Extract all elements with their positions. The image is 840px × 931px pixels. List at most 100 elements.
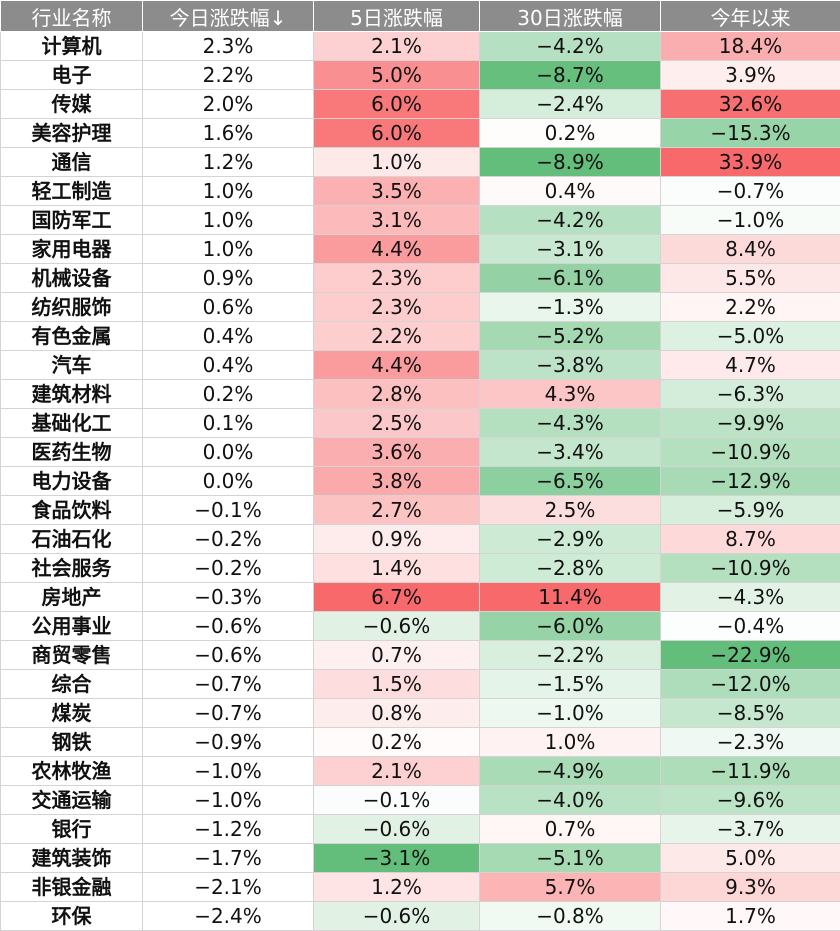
30day-change-cell: −1.5% (480, 670, 661, 699)
5day-change-cell: 6.7% (314, 583, 480, 612)
industry-name-cell: 煤炭 (1, 699, 143, 728)
table-row: 房地产−0.3%6.7%11.4%−4.3% (1, 583, 840, 612)
30day-change-cell: 4.3% (480, 380, 661, 409)
ytd-change-cell: −8.5% (661, 699, 840, 728)
industry-name-cell: 纺织服饰 (1, 293, 143, 322)
5day-change-cell: 2.1% (314, 757, 480, 786)
today-change-cell: −0.2% (143, 525, 314, 554)
industry-name-cell: 医药生物 (1, 438, 143, 467)
5day-change-cell: 6.0% (314, 90, 480, 119)
5day-change-cell: 2.5% (314, 409, 480, 438)
today-change-cell: 0.0% (143, 467, 314, 496)
industry-name-cell: 社会服务 (1, 554, 143, 583)
5day-change-cell: 2.3% (314, 293, 480, 322)
ytd-change-cell: −12.0% (661, 670, 840, 699)
industry-name-cell: 环保 (1, 902, 143, 931)
30day-change-cell: 0.4% (480, 177, 661, 206)
5day-change-cell: 0.9% (314, 525, 480, 554)
30day-change-cell: −8.7% (480, 61, 661, 90)
5day-change-cell: 3.8% (314, 467, 480, 496)
column-header-industry-name: 行业名称 (1, 1, 143, 32)
ytd-change-cell: −9.6% (661, 786, 840, 815)
industry-name-cell: 汽车 (1, 351, 143, 380)
ytd-change-cell: 5.5% (661, 264, 840, 293)
today-change-cell: 1.0% (143, 177, 314, 206)
30day-change-cell: 0.2% (480, 119, 661, 148)
ytd-change-cell: 8.4% (661, 235, 840, 264)
ytd-change-cell: −0.4% (661, 612, 840, 641)
ytd-change-cell: 33.9% (661, 148, 840, 177)
30day-change-cell: −1.3% (480, 293, 661, 322)
today-change-cell: 2.2% (143, 61, 314, 90)
industry-name-cell: 农林牧渔 (1, 757, 143, 786)
table-row: 钢铁−0.9%0.2%1.0%−2.3% (1, 728, 840, 757)
ytd-change-cell: −2.3% (661, 728, 840, 757)
industry-name-cell: 公用事业 (1, 612, 143, 641)
today-change-cell: −0.7% (143, 699, 314, 728)
5day-change-cell: −0.6% (314, 815, 480, 844)
today-change-cell: −0.3% (143, 583, 314, 612)
today-change-cell: −1.0% (143, 757, 314, 786)
today-change-cell: −0.7% (143, 670, 314, 699)
ytd-change-cell: 4.7% (661, 351, 840, 380)
ytd-change-cell: −0.7% (661, 177, 840, 206)
30day-change-cell: −4.2% (480, 206, 661, 235)
table-row: 环保−2.4%−0.6%−0.8%1.7% (1, 902, 840, 931)
today-change-cell: 1.2% (143, 148, 314, 177)
column-header-5day-change[interactable]: 5日涨跌幅 (314, 1, 480, 32)
5day-change-cell: 0.8% (314, 699, 480, 728)
industry-name-cell: 通信 (1, 148, 143, 177)
industry-name-cell: 美容护理 (1, 119, 143, 148)
30day-change-cell: 11.4% (480, 583, 661, 612)
ytd-change-cell: −10.9% (661, 554, 840, 583)
table-row: 食品饮料−0.1%2.7%2.5%−5.9% (1, 496, 840, 525)
ytd-change-cell: −1.0% (661, 206, 840, 235)
30day-change-cell: −0.8% (480, 902, 661, 931)
industry-name-cell: 建筑材料 (1, 380, 143, 409)
header-row: 行业名称 今日涨跌幅↓ 5日涨跌幅 30日涨跌幅 今年以来 (1, 1, 840, 32)
ytd-change-cell: −5.9% (661, 496, 840, 525)
table-row: 交通运输−1.0%−0.1%−4.0%−9.6% (1, 786, 840, 815)
today-change-cell: 0.9% (143, 264, 314, 293)
ytd-change-cell: −15.3% (661, 119, 840, 148)
today-change-cell: 0.6% (143, 293, 314, 322)
today-change-cell: 0.0% (143, 438, 314, 467)
5day-change-cell: 2.7% (314, 496, 480, 525)
today-change-cell: 2.3% (143, 32, 314, 61)
industry-name-cell: 基础化工 (1, 409, 143, 438)
30day-change-cell: 1.0% (480, 728, 661, 757)
today-change-cell: 2.0% (143, 90, 314, 119)
30day-change-cell: −8.9% (480, 148, 661, 177)
30day-change-cell: −5.2% (480, 322, 661, 351)
table-row: 社会服务−0.2%1.4%−2.8%−10.9% (1, 554, 840, 583)
5day-change-cell: 3.5% (314, 177, 480, 206)
industry-name-cell: 钢铁 (1, 728, 143, 757)
ytd-change-cell: −5.0% (661, 322, 840, 351)
column-header-30day-change[interactable]: 30日涨跌幅 (480, 1, 661, 32)
5day-change-cell: 1.2% (314, 873, 480, 902)
5day-change-cell: 6.0% (314, 119, 480, 148)
column-header-today-change[interactable]: 今日涨跌幅↓ (143, 1, 314, 32)
industry-name-cell: 计算机 (1, 32, 143, 61)
today-change-cell: −1.0% (143, 786, 314, 815)
30day-change-cell: −3.4% (480, 438, 661, 467)
column-header-ytd-change[interactable]: 今年以来 (661, 1, 840, 32)
5day-change-cell: 1.4% (314, 554, 480, 583)
today-change-cell: −1.7% (143, 844, 314, 873)
ytd-change-cell: −22.9% (661, 641, 840, 670)
today-change-cell: −0.6% (143, 612, 314, 641)
5day-change-cell: 3.6% (314, 438, 480, 467)
30day-change-cell: −2.8% (480, 554, 661, 583)
today-change-cell: 0.4% (143, 351, 314, 380)
today-change-cell: −2.1% (143, 873, 314, 902)
industry-name-cell: 非银金融 (1, 873, 143, 902)
